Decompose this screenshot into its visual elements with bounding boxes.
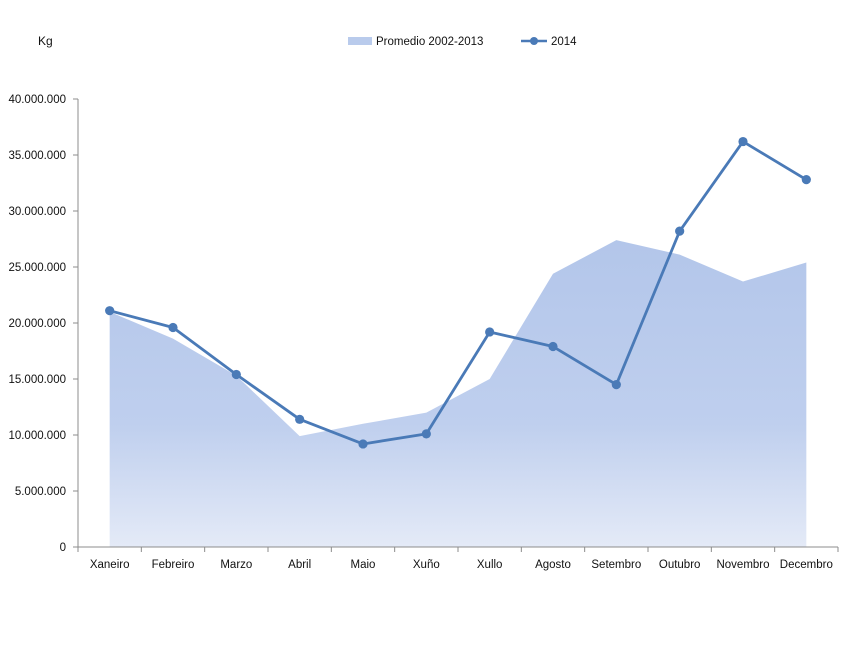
y-axis-ticks: 0 5.000.000 10.000.000 15.000.000 20.000.000… [8,94,78,554]
y-tick-label: 5.000.000 [15,486,66,498]
data-point-2014 [358,439,368,449]
line-series-2014 [109,140,808,446]
y-tick-label: 25.000.000 [8,262,66,274]
x-tick-label: Agosto [535,559,571,571]
data-point-2014 [675,226,685,236]
x-tick-label: Maio [351,559,376,571]
data-point-2014 [738,136,748,147]
y-tick-label: 35.000.000 [8,150,66,162]
y-tick-label: 20.000.000 [8,318,66,330]
legend: Promedio 2002-2013 2014 [348,36,577,48]
y-tick-label: 0 [60,542,66,554]
x-tick-label: Marzo [220,559,252,571]
data-point-2014 [168,322,178,333]
legend-swatch-average [348,37,372,45]
data-point-2014 [105,306,115,316]
y-tick-label: 30.000.000 [8,206,66,218]
area-series-average [109,240,807,547]
y-axis-unit-label: Kg [38,34,53,48]
legend-marker-2014 [530,37,538,45]
x-tick-label: Xuño [413,559,440,571]
x-tick-label: Setembro [591,559,641,571]
markers-series-2014 [105,136,811,449]
data-point-2014 [801,175,811,185]
x-tick-label: Outubro [659,559,701,571]
x-axis-ticks: Xaneiro Febreiro Marzo Abril Maio Xuño Xullo Ag… [77,547,839,571]
data-point-2014 [231,369,241,380]
x-tick-label: Xullo [477,559,503,571]
x-tick-label: Xaneiro [90,559,130,571]
x-tick-label: Febreiro [152,559,195,571]
x-tick-label: Novembro [716,559,769,571]
data-point-2014 [485,327,495,337]
data-point-2014 [548,341,558,352]
legend-label-average: Promedio 2002-2013 [376,36,483,48]
data-point-2014 [611,380,621,390]
data-point-2014 [421,429,431,439]
y-tick-label: 40.000.000 [8,94,66,106]
y-tick-label: 10.000.000 [8,430,66,442]
data-point-2014 [295,414,305,424]
y-tick-label: 15.000.000 [8,374,66,386]
x-tick-label: Decembro [780,559,833,571]
x-tick-label: Abril [288,559,311,571]
legend-label-2014: 2014 [551,36,577,48]
